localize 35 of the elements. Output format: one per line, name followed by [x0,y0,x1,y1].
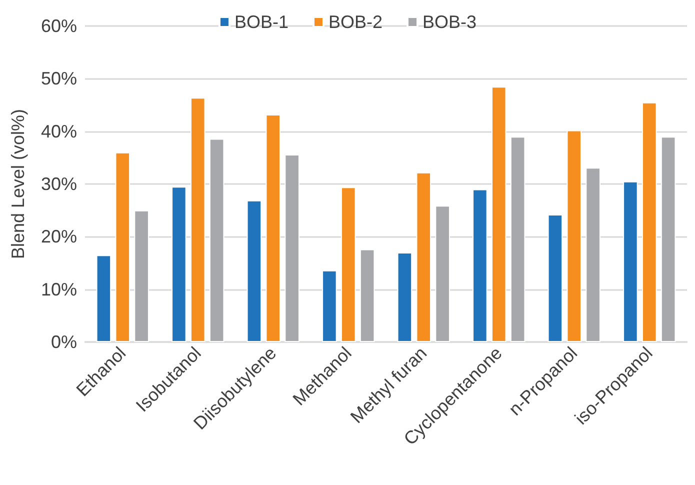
bar [172,186,186,342]
y-tick-label: 50% [40,68,77,89]
bar [548,214,563,342]
bar [510,136,526,342]
bar [134,210,149,342]
bar [397,252,412,342]
bar [322,270,337,342]
y-tick-label: 0% [50,332,77,352]
bar [416,172,432,342]
bar [566,130,582,342]
bar [435,206,450,342]
legend-label: BOB-2 [328,12,383,32]
bar [586,168,600,342]
bar [340,187,356,342]
y-tick-label: 10% [40,279,77,300]
legend-label: BOB-1 [234,12,289,32]
y-tick-label: 60% [40,16,77,36]
bar [491,86,506,342]
y-axis-title: Blend Level (vol%) [8,108,28,260]
y-tick-label: 30% [40,174,77,194]
bar [96,255,112,342]
bar [623,181,638,342]
bar [284,154,300,342]
bar [246,200,262,342]
legend-label: BOB-3 [422,12,477,32]
bar [642,102,657,342]
y-tick-label: 20% [40,226,77,247]
bar [660,136,676,342]
bar [266,114,281,342]
bar [360,249,375,342]
y-tick-label: 40% [40,121,77,142]
bar [115,152,130,342]
bar [190,98,206,342]
bar [209,138,224,342]
bar [472,189,488,342]
